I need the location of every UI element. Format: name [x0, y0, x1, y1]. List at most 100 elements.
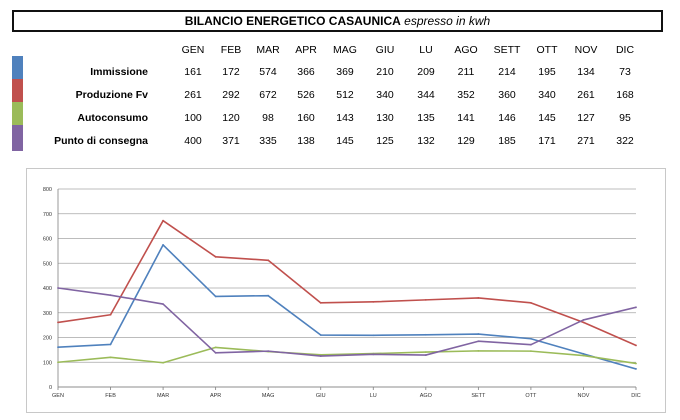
- data-point: [477, 340, 480, 343]
- data-point: [635, 344, 637, 347]
- y-tick-label: 400: [43, 286, 52, 292]
- data-point: [477, 297, 480, 299]
- table-cell: 209: [417, 66, 435, 78]
- table-cell: 366: [297, 66, 315, 78]
- data-point: [57, 321, 59, 324]
- series-color-swatch: [12, 56, 23, 82]
- x-tick-label: MAG: [262, 393, 275, 399]
- table-cell: 127: [577, 112, 595, 124]
- x-tick-label: MAR: [157, 393, 169, 399]
- table-title: BILANCIO ENERGETICO CASAUNICA espresso i…: [12, 10, 663, 32]
- data-point: [57, 346, 59, 349]
- y-tick-label: 700: [43, 212, 52, 218]
- table-cell: 322: [616, 135, 634, 147]
- series-line-punto-di-consegna: [57, 287, 637, 357]
- y-tick-label: 0: [49, 385, 52, 391]
- chart-frame: [26, 168, 666, 413]
- data-point: [214, 255, 217, 258]
- data-point: [424, 298, 427, 301]
- data-point: [162, 361, 164, 364]
- table-cell: 138: [297, 135, 315, 147]
- data-point: [530, 350, 532, 353]
- data-point: [319, 301, 322, 304]
- table-cell: 129: [457, 135, 475, 147]
- table-cell: 335: [259, 135, 277, 147]
- table-header-ott: OTT: [536, 44, 558, 56]
- table-cell: 145: [538, 112, 556, 124]
- series-line-autoconsumo: [57, 346, 637, 365]
- table-cell: 132: [417, 135, 435, 147]
- table-header-apr: APR: [295, 44, 317, 56]
- data-point: [635, 368, 637, 370]
- data-point: [424, 333, 427, 336]
- x-tick-label: LU: [370, 393, 377, 399]
- table-cell: 512: [336, 89, 354, 101]
- table-cell: 344: [417, 89, 435, 101]
- table-cell: 185: [498, 135, 516, 147]
- data-point: [530, 343, 532, 346]
- x-tick-label: OTT: [525, 393, 537, 399]
- data-point: [109, 343, 112, 346]
- table-cell: 146: [498, 112, 516, 124]
- x-tick-label: GEN: [52, 393, 64, 399]
- data-point: [372, 300, 375, 303]
- row-label: Punto di consegna: [54, 135, 148, 147]
- series-line-produzione-fv: [57, 219, 637, 347]
- table-header-dic: DIC: [615, 44, 635, 56]
- table-cell: 261: [184, 89, 202, 101]
- data-point: [162, 303, 164, 305]
- table-cell: 400: [184, 135, 202, 147]
- table-cell: 360: [498, 89, 516, 101]
- table-cell: 195: [538, 66, 556, 78]
- x-tick-label: SETT: [471, 393, 486, 399]
- series-color-swatch: [12, 102, 23, 128]
- table-cell: 98: [262, 112, 274, 124]
- table-cell: 168: [616, 89, 634, 101]
- table-cell: 672: [259, 89, 277, 101]
- data-point: [582, 321, 585, 324]
- data-point: [57, 287, 59, 289]
- data-point: [162, 219, 164, 222]
- table-cell: 261: [577, 89, 595, 101]
- y-tick-label: 600: [43, 237, 52, 243]
- table-header-sett: SETT: [493, 44, 521, 56]
- row-label: Produzione Fv: [75, 89, 148, 101]
- data-point: [319, 334, 322, 336]
- table-header-ago: AGO: [454, 44, 478, 56]
- table-header-giu: GIU: [375, 44, 395, 56]
- table-cell: 171: [538, 135, 556, 147]
- table-cell: 161: [184, 66, 202, 78]
- table-cell: 145: [336, 135, 354, 147]
- table-cell: 211: [457, 66, 475, 78]
- data-point: [372, 334, 375, 337]
- data-point: [424, 354, 427, 356]
- x-tick-label: AGO: [420, 393, 433, 399]
- y-tick-label: 500: [43, 261, 52, 267]
- data-point: [214, 351, 217, 354]
- table-title-main: BILANCIO ENERGETICO CASAUNICA: [184, 14, 401, 28]
- data-point: [109, 294, 112, 297]
- data-point: [162, 244, 164, 246]
- table-title-sub: espresso in kwh: [404, 14, 491, 28]
- table-cell: 134: [577, 66, 595, 78]
- table-cell: 172: [222, 66, 240, 78]
- data-point: [424, 351, 427, 354]
- data-point: [477, 333, 480, 335]
- series-color-swatch: [12, 79, 23, 105]
- data-point: [267, 259, 270, 262]
- table-header-mar: MAR: [256, 44, 280, 56]
- table-cell: 292: [222, 89, 240, 101]
- table-header-mag: MAG: [333, 44, 357, 56]
- data-point: [582, 354, 585, 357]
- data-point: [57, 361, 59, 364]
- data-point: [109, 313, 112, 316]
- x-tick-label: NOV: [577, 393, 589, 399]
- data-point: [530, 301, 532, 304]
- data-point: [582, 352, 585, 355]
- data-point: [214, 295, 217, 298]
- table-cell: 340: [376, 89, 394, 101]
- data-point: [635, 362, 637, 365]
- table-header-feb: FEB: [220, 44, 242, 56]
- row-label: Immissione: [90, 66, 148, 78]
- series-color-swatch: [12, 125, 23, 151]
